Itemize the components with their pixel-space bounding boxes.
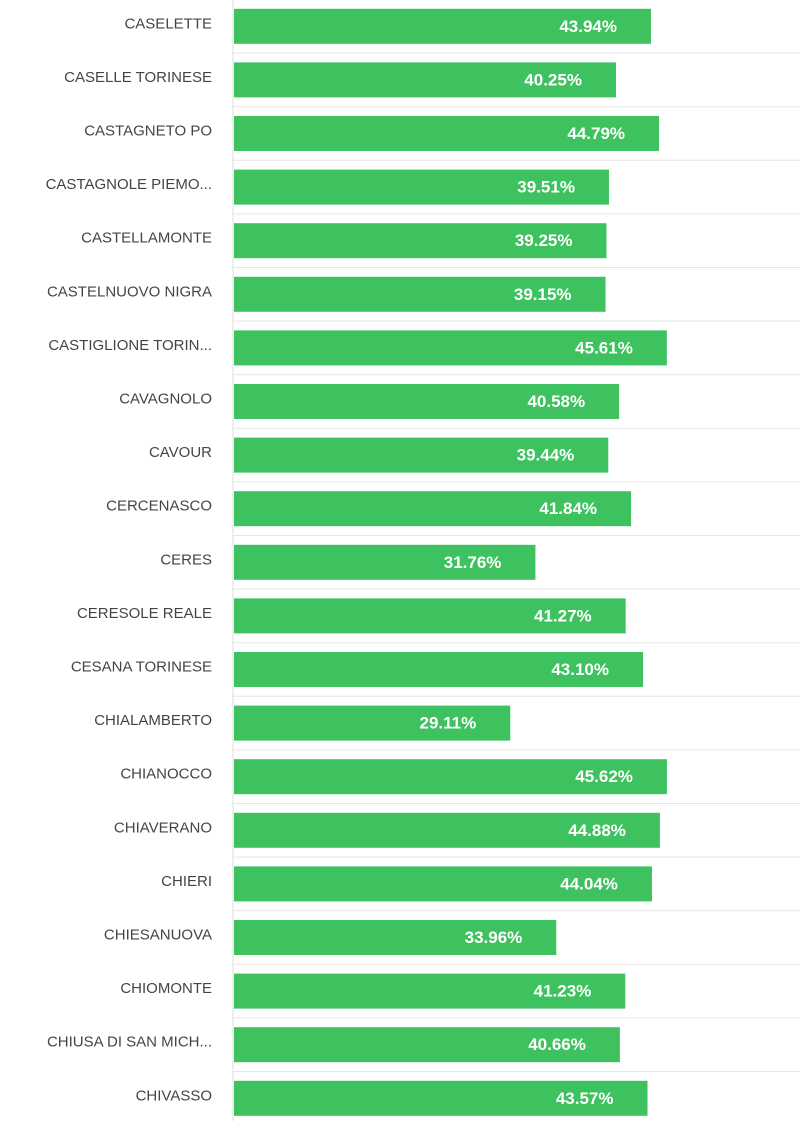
bar[interactable] (234, 1080, 648, 1116)
bar[interactable] (234, 973, 626, 1009)
category-label: CASELETTE (124, 15, 212, 32)
bar[interactable] (234, 866, 652, 902)
category-label: CERES (160, 551, 212, 568)
value-label: 41.27% (534, 606, 592, 625)
value-labels: 43.94% 40.25% 44.79% 39.51% 39.25% 39.15% 45.6… (420, 17, 633, 1108)
bar[interactable] (234, 8, 651, 44)
category-label: CHIALAMBERTO (94, 712, 212, 729)
category-label: CHIVASSO (136, 1087, 212, 1104)
value-label: 29.11% (420, 714, 477, 733)
value-label: 45.61% (575, 338, 633, 357)
category-labels: CASELETTE CASELLE TORINESE CASTAGNETO PO CA… (46, 15, 213, 1104)
bar[interactable] (234, 920, 557, 955)
value-label: 40.58% (527, 392, 585, 411)
bar[interactable] (234, 330, 667, 366)
category-label: CASTAGNETO PO (84, 122, 212, 139)
bar[interactable] (234, 812, 660, 848)
value-label: 45.62% (575, 767, 633, 786)
category-label: CHIAVERANO (114, 819, 212, 836)
value-label: 43.94% (559, 17, 617, 36)
category-label: CAVOUR (149, 444, 212, 461)
category-label: CHIUSA DI SAN MICH... (47, 1034, 212, 1051)
category-label: CHIOMONTE (120, 980, 212, 997)
bar[interactable] (234, 62, 616, 98)
value-label: 31.76% (444, 553, 502, 572)
value-label: 40.25% (524, 70, 582, 89)
category-label: CASTAGNOLE PIEMO... (46, 176, 212, 193)
bar[interactable] (234, 544, 536, 580)
row-separators (233, 52, 800, 1072)
category-label: CERCENASCO (106, 498, 212, 515)
value-label: 44.04% (560, 874, 618, 893)
category-label: CASTIGLIONE TORIN... (48, 337, 212, 354)
bar[interactable] (234, 437, 609, 473)
bar[interactable] (234, 116, 660, 151)
value-label: 43.10% (551, 660, 609, 679)
value-label: 44.79% (567, 124, 625, 143)
value-label: 44.88% (568, 821, 626, 840)
category-label: CHIESANUOVA (104, 926, 212, 943)
value-label: 41.84% (539, 499, 597, 518)
value-label: 33.96% (465, 928, 523, 947)
value-label: 39.51% (517, 178, 575, 197)
category-label: CASTELNUOVO NIGRA (47, 283, 212, 300)
value-label: 40.66% (528, 1035, 586, 1054)
bar[interactable] (234, 491, 632, 527)
bar[interactable] (234, 384, 620, 419)
bar[interactable] (234, 169, 609, 205)
bar[interactable] (234, 598, 626, 634)
bar[interactable] (234, 705, 511, 741)
bar[interactable] (234, 1027, 620, 1063)
bars (234, 8, 667, 1116)
bar[interactable] (234, 223, 607, 259)
value-label: 39.25% (515, 231, 573, 250)
bar[interactable] (234, 759, 667, 795)
bar[interactable] (234, 652, 644, 687)
category-label: CAVAGNOLO (119, 390, 212, 407)
value-label: 39.44% (517, 446, 575, 465)
category-label: CERESOLE REALE (77, 605, 212, 622)
category-label: CESANA TORINESE (71, 658, 212, 675)
value-label: 41.23% (534, 982, 592, 1001)
value-label: 39.15% (514, 285, 572, 304)
bar[interactable] (234, 276, 606, 312)
category-label: CHIANOCCO (120, 766, 212, 783)
category-label: CHIERI (161, 873, 212, 890)
value-label: 43.57% (556, 1089, 614, 1108)
category-label: CASELLE TORINESE (64, 69, 212, 86)
category-label: CASTELLAMONTE (81, 230, 212, 247)
